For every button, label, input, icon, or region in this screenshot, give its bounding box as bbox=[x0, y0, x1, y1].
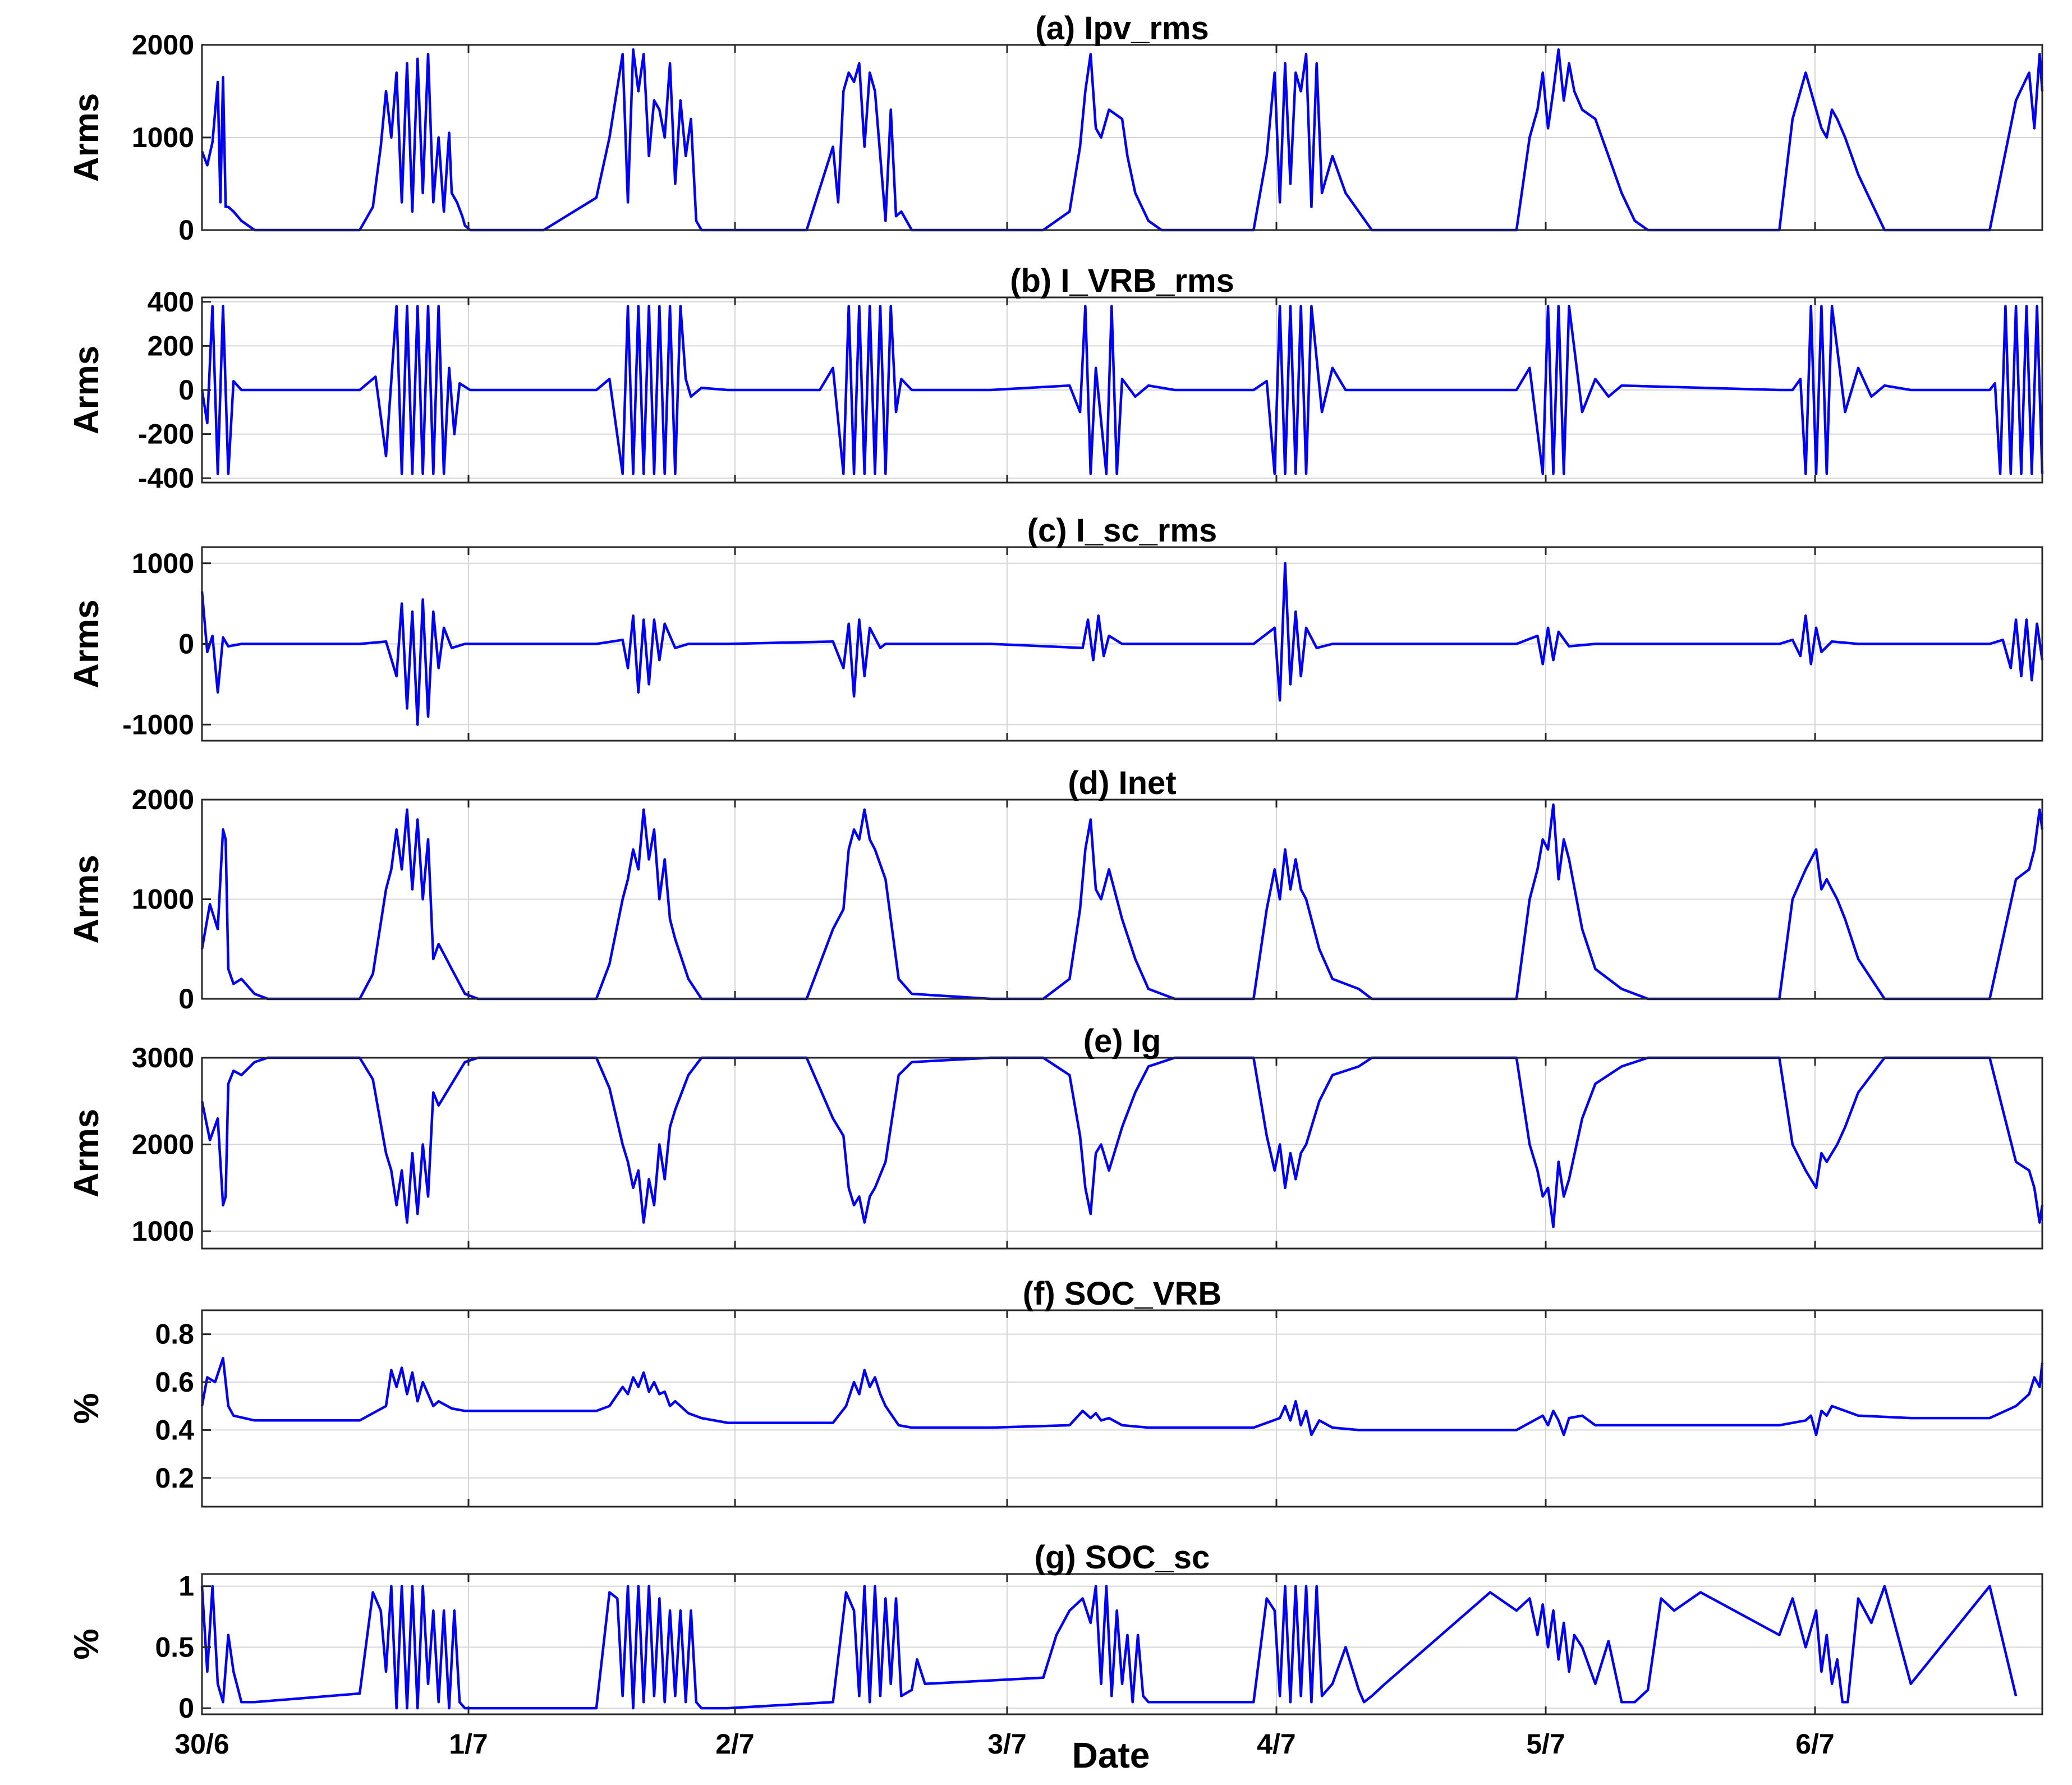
y-tick-label: 0 bbox=[178, 214, 194, 246]
plot-frame bbox=[201, 1573, 2043, 1715]
panel-b: -400 -200 0 200 400 (b) I_VRB_rms Arms bbox=[67, 263, 2044, 494]
series-line-e bbox=[200, 1056, 2044, 1228]
y-axis-label: % bbox=[67, 1393, 106, 1424]
y-tick-label: 0 bbox=[178, 374, 194, 406]
y-tick-label: 0.5 bbox=[155, 1631, 194, 1663]
panel-title: (e) Ig bbox=[1083, 1023, 1161, 1059]
series-line-b bbox=[200, 305, 2044, 475]
y-tick-label: 2000 bbox=[132, 29, 194, 61]
y-tick-label: 400 bbox=[148, 286, 194, 318]
series-line-a bbox=[200, 48, 2044, 232]
series-line-g bbox=[200, 1585, 2018, 1710]
panel-f: 0.2 0.4 0.6 0.8 (f) SOC_VRB% bbox=[67, 1275, 2044, 1508]
series-line-f bbox=[200, 1357, 2044, 1437]
y-tick-label: 0 bbox=[178, 983, 194, 1015]
y-tick-label: 0 bbox=[178, 1692, 194, 1724]
panel-d: 0 1000 2000 (d) Inet Arms bbox=[67, 765, 2044, 1015]
y-axis-label: % bbox=[67, 1628, 106, 1659]
y-tick-label: 1000 bbox=[132, 1215, 194, 1247]
y-tick-label: 1 bbox=[178, 1571, 194, 1602]
plot-frame bbox=[201, 1309, 2043, 1508]
y-tick-label: 0.8 bbox=[155, 1319, 194, 1350]
y-tick-label: 3000 bbox=[132, 1042, 194, 1073]
x-tick-label: 2/7 bbox=[715, 1728, 755, 1760]
y-tick-label: -200 bbox=[138, 419, 194, 450]
series-line-c bbox=[200, 562, 2044, 726]
series-line-d bbox=[200, 803, 2044, 1001]
y-tick-label: 2000 bbox=[132, 784, 194, 815]
x-axis-label: Date bbox=[1072, 1735, 1150, 1775]
panel-g: 0 0.5 1 (g) SOC_sc% bbox=[67, 1539, 2043, 1724]
x-tick-label: 1/7 bbox=[449, 1728, 488, 1760]
y-tick-label: 0.6 bbox=[155, 1366, 194, 1398]
panel-e: 1000 2000 3000 (e) Ig Arms bbox=[67, 1023, 2044, 1250]
y-axis-label: Arms bbox=[67, 855, 106, 944]
x-tick-label: 6/7 bbox=[1795, 1728, 1835, 1760]
x-tick-label: 4/7 bbox=[1257, 1728, 1296, 1760]
panel-title: (d) Inet bbox=[1068, 765, 1176, 801]
panel-title: (b) I_VRB_rms bbox=[1010, 263, 1234, 299]
y-axis-label: Arms bbox=[67, 599, 106, 689]
y-tick-label: 1000 bbox=[132, 548, 194, 579]
y-tick-label: 200 bbox=[148, 330, 194, 361]
panel-title: (a) Ipv_rms bbox=[1035, 10, 1209, 47]
y-tick-label: 1000 bbox=[132, 884, 194, 915]
y-tick-label: -400 bbox=[138, 462, 194, 494]
y-tick-label: 0 bbox=[178, 628, 194, 660]
y-axis-label: Arms bbox=[67, 93, 106, 182]
y-tick-label: 1000 bbox=[132, 122, 194, 153]
y-tick-label: 0.2 bbox=[155, 1462, 194, 1494]
panel-a: 0 1000 2000 (a) Ipv_rms Arms bbox=[67, 10, 2044, 246]
x-tick-label: 30/6 bbox=[174, 1728, 229, 1760]
y-axis-label: Arms bbox=[67, 1109, 106, 1198]
panel-title: (f) SOC_VRB bbox=[1023, 1275, 1221, 1312]
plot-frame bbox=[201, 1057, 2043, 1250]
y-tick-label: -1000 bbox=[122, 709, 194, 740]
panel-title: (g) SOC_sc bbox=[1035, 1539, 1210, 1576]
panel-c: -1000 0 1000 (c) I_sc_rms Arms bbox=[67, 512, 2044, 742]
x-tick-label: 3/7 bbox=[987, 1728, 1027, 1760]
y-tick-label: 0.4 bbox=[155, 1414, 194, 1446]
y-tick-label: 2000 bbox=[132, 1129, 194, 1160]
panel-title: (c) I_sc_rms bbox=[1027, 512, 1218, 549]
y-axis-label: Arms bbox=[67, 346, 106, 435]
shared-x-axis: 30/6 1/7 2/7 3/7 4/7 5/7 6/7 bbox=[174, 1728, 1834, 1760]
x-tick-label: 5/7 bbox=[1526, 1728, 1565, 1760]
